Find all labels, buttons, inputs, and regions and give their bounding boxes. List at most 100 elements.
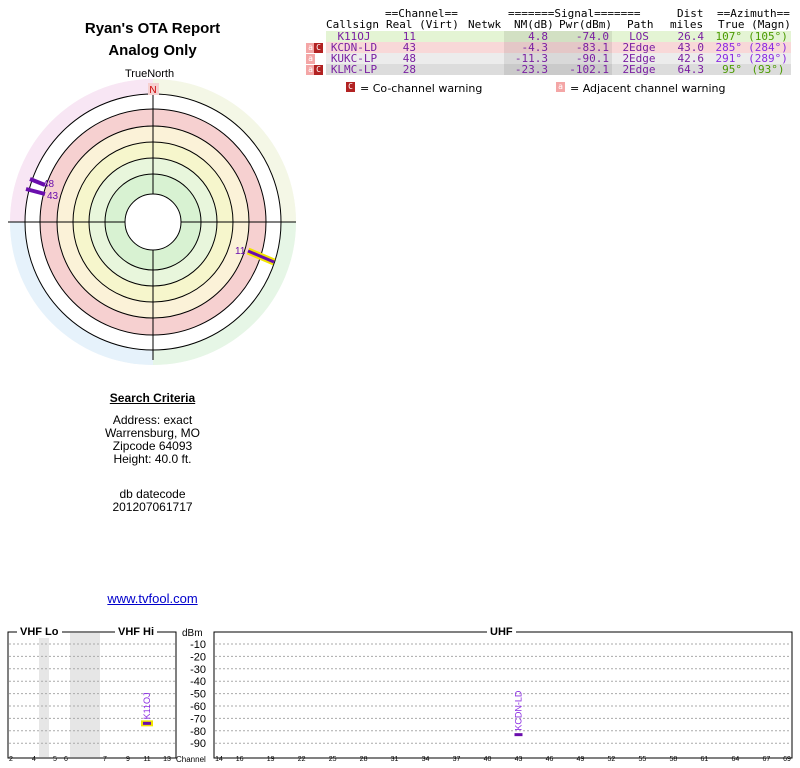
criteria-zip: Zipcode 64093	[112, 439, 193, 453]
col-miles: miles	[670, 18, 704, 31]
cell-path: 2Edge	[622, 52, 656, 65]
col-true-magn: True (Magn)	[718, 18, 791, 31]
uhf-channel-tick: 37	[453, 756, 461, 763]
col-path: Path	[627, 18, 654, 31]
col-netwk: Netwk	[468, 18, 502, 31]
criteria-address: Address: exact	[112, 413, 193, 427]
dbm-tick-label: -30	[190, 664, 206, 676]
radar-center	[124, 193, 182, 251]
uhf-channel-tick: 69	[783, 756, 791, 763]
true-north-label: TrueNorth	[125, 68, 175, 80]
uhf-channel-tick: 67	[762, 756, 770, 763]
uhf-channel-tick: 61	[700, 756, 708, 763]
station-row: KCDN-LD 43 -4.3 -83.1 2Edge 43.0 285° (284°)	[326, 42, 791, 53]
signal-column-shade	[504, 64, 612, 75]
vhf-channel-tick: 2	[9, 756, 13, 763]
co-channel-warning-icon: C	[314, 43, 323, 53]
spectrum-chart: -10-20-30-40-50-60-70-80-90 2 4 5 6 7 9 11 13 1…	[7, 631, 793, 763]
dbm-tick-label: -10	[190, 639, 206, 651]
spectrum-stations: K11OJ KCDN-LD	[141, 690, 523, 737]
dbm-tick-label: -50	[190, 689, 206, 701]
radar-crosshair	[8, 90, 296, 360]
cell-miles: 26.4	[677, 30, 705, 43]
cell-path: 2Edge	[622, 41, 656, 54]
uhf-channel-tick: 52	[608, 756, 616, 763]
cell-magn: (289°)	[748, 52, 788, 65]
vhf-lo-shade-2	[70, 633, 100, 757]
adjacent-warning-icon: a	[306, 65, 315, 75]
radar-marker-43: 43	[25, 187, 59, 202]
report-subtitle: Analog Only	[108, 42, 197, 59]
cell-pwr: -90.1	[575, 52, 609, 65]
cell-magn: (284°)	[748, 41, 788, 54]
marker-label-48: 48	[43, 179, 55, 190]
vhf-lo-label: VHF Lo	[17, 626, 62, 638]
north-marker-box	[148, 83, 159, 95]
report-title: Ryan's OTA Report	[84, 20, 221, 37]
header-signal-group: =======Signal=======	[508, 7, 641, 20]
uhf-channel-tick: 28	[360, 756, 368, 763]
cell-path: 2Edge	[622, 63, 656, 76]
vhf-lo-shade-1	[39, 633, 49, 757]
legend-co-icon: C	[346, 82, 355, 92]
uhf-channel-tick: 64	[731, 756, 739, 763]
channel-axis-label: Channel	[176, 755, 206, 764]
uhf-channel-tick: 40	[484, 756, 492, 763]
uhf-channel-tick: 25	[329, 756, 337, 763]
cell-pwr: -83.1	[575, 41, 609, 54]
db-datecode-label: db datecode	[119, 487, 186, 501]
header-dist-group: Dist	[677, 7, 704, 20]
signal-column-shade	[504, 53, 612, 64]
marker-label-43: 43	[47, 191, 59, 202]
vhf-channel-tick: 7	[103, 756, 107, 763]
cell-real: 48	[402, 52, 416, 65]
cell-true: 107°	[715, 30, 743, 43]
station-row: K11OJ 11 4.8 -74.0 LOS 26.4 107° (105°)	[326, 31, 791, 42]
cell-path: LOS	[629, 30, 649, 43]
cell-nm: -4.3	[521, 41, 549, 54]
header-azimuth-group: ==Azimuth==	[717, 7, 790, 20]
cell-real: 43	[402, 41, 416, 54]
station-callsign-label: K11OJ	[142, 693, 152, 720]
uhf-panel-frame	[213, 631, 793, 759]
uhf-channel-tick: 49	[577, 756, 585, 763]
vhf-channel-tick: 6	[64, 756, 68, 763]
co-channel-warning-icon: C	[314, 65, 323, 75]
adjacent-warning-icon: a	[306, 54, 315, 64]
uhf-channel-tick: 31	[391, 756, 399, 763]
north-marker: N	[149, 85, 156, 96]
spectrum-station: K11OJ	[141, 693, 153, 727]
db-datecode-value: 201207061717	[112, 500, 193, 514]
cell-true: 291°	[715, 52, 743, 65]
vhf-channel-tick: 4	[32, 756, 36, 763]
dbm-tick-label: -90	[190, 738, 206, 750]
cell-real: 11	[402, 30, 416, 43]
marker-label-11: 11	[235, 246, 246, 257]
cell-nm: 4.8	[528, 30, 548, 43]
cell-real: 28	[402, 63, 416, 76]
uhf-channel-tick: 16	[236, 756, 244, 763]
uhf-channel-tick: 19	[267, 756, 275, 763]
tvfool-link[interactable]: www.tvfool.com	[107, 591, 198, 606]
cell-miles: 64.3	[677, 63, 705, 76]
cell-callsign: K11OJ	[337, 30, 371, 43]
uhf-channel-tick: 55	[639, 756, 647, 763]
signal-column-shade	[504, 31, 612, 42]
dbm-tick-label: -40	[190, 676, 206, 688]
legend-co-text: = Co-channel warning	[360, 82, 483, 95]
vhf-hi-label: VHF Hi	[115, 626, 158, 638]
col-nm: NM(dB)	[514, 18, 554, 31]
col-callsign: Callsign	[326, 18, 379, 31]
radar-marker-48: 48	[29, 177, 55, 190]
cell-pwr: -74.0	[575, 30, 609, 43]
station-row: KLMC-LP 28 -23.3 -102.1 2Edge 64.3 95° (93°)	[326, 64, 791, 75]
dbm-axis-label: dBm	[182, 628, 203, 639]
cell-callsign: KUKC-LP	[330, 52, 378, 65]
cell-miles: 42.6	[677, 52, 705, 65]
cell-nm: -11.3	[514, 52, 548, 65]
uhf-channel-tick: 43	[515, 756, 523, 763]
vhf-channel-tick: 9	[126, 756, 130, 763]
cell-callsign: KCDN-LD	[330, 41, 378, 54]
spectrum-station: KCDN-LD	[513, 690, 523, 737]
uhf-label: UHF	[487, 626, 516, 638]
